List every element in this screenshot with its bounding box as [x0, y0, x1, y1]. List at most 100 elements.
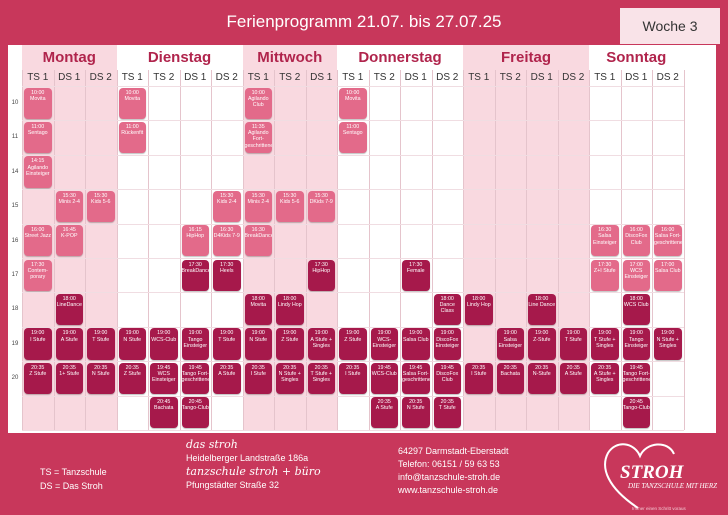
- event-time: 18:00: [535, 295, 549, 302]
- event-name: T Stufe + Singles: [310, 370, 333, 384]
- event: 20:35 N Stufe: [402, 397, 430, 429]
- event: 19:00 N Stufe + Singles: [654, 328, 682, 360]
- event-name: N Stufe + Singles: [278, 370, 301, 384]
- event: 20:35 A Stufe: [370, 397, 398, 429]
- event: 11:00 Sentago: [339, 121, 367, 154]
- event-name: 1+ Stufe: [59, 370, 80, 377]
- event: 16:00 Salsa Fort-geschrittene: [654, 225, 682, 257]
- event-name: Minis 2-4: [58, 198, 81, 205]
- column-label: DS 2: [89, 72, 112, 83]
- column-divider: [53, 70, 55, 430]
- contact-line: info@tanzschule-stroh.de: [398, 472, 501, 482]
- column-divider: [116, 70, 118, 430]
- column-divider: [337, 70, 338, 430]
- logo: STROH DIE TANZSCHULE MIT HERZ Immer eine…: [604, 443, 717, 511]
- event: 18:00 Lindy Hop: [276, 293, 304, 326]
- event: 19:00 A Stufe + Singles: [307, 328, 335, 360]
- event: 11:00 Rückenfit: [118, 121, 146, 154]
- event-name: A Stufe: [564, 370, 582, 377]
- event: 17:30 HipHop: [307, 259, 335, 291]
- event-name: Bachata: [154, 405, 174, 412]
- event: 19:00 I Stufe: [24, 328, 52, 360]
- event-time: 17:30: [409, 261, 423, 268]
- event-name: Bachata: [500, 370, 520, 377]
- event: 10:00 Movita: [118, 87, 146, 119]
- event: 16:30 D4Kids 7-9: [213, 225, 241, 257]
- event: 20:35 1+ Stufe: [55, 362, 83, 395]
- event: 19:00 WCS-Club: [150, 328, 178, 360]
- column-divider: [652, 70, 653, 430]
- event: 15:30 Kids 2-4: [213, 190, 241, 223]
- event: 11:00 Sentago: [24, 121, 52, 154]
- schedule-grid: 10 11 14 15 16 17 18 19 20 Montag TS 1 10:00 Movita 1…: [8, 45, 716, 433]
- legend-ts: TS = Tanzschule: [40, 467, 107, 477]
- event-time: 19:00: [314, 330, 328, 337]
- event-name: Line Dance: [528, 302, 556, 309]
- column-label: DS 2: [656, 72, 679, 83]
- column-label: TS 1: [27, 72, 49, 83]
- event-time: 20:35: [62, 364, 76, 371]
- event: 19:45 Tango Fort-geschrittene: [622, 362, 650, 395]
- event: 20:35 A Stufe: [559, 362, 587, 395]
- contact-line: 64297 Darmstadt-Eberstadt: [398, 446, 509, 456]
- event-time: 19:00: [62, 330, 76, 337]
- column-divider: [683, 70, 685, 430]
- event-name: N Stufe + Singles: [656, 336, 679, 349]
- column-label: TS 1: [121, 72, 143, 83]
- contact-line: www.tanzschule-stroh.de: [398, 485, 499, 495]
- event: 17:30 Contem-porary: [24, 259, 52, 291]
- event-time: 20:35: [251, 364, 265, 371]
- event-time: 18:00: [62, 295, 76, 302]
- column-divider: [494, 70, 496, 430]
- event-time: 20:35: [440, 399, 454, 406]
- event: 15:30 Kids 5-6: [276, 190, 304, 223]
- row-divider: [22, 154, 684, 156]
- event-time: 20:35: [409, 399, 423, 406]
- event-time: 10:00: [251, 89, 265, 96]
- event: 17:30 Z+I Stufe: [591, 259, 619, 291]
- event-name: Z Stufe: [29, 370, 47, 377]
- event-name: T Stufe: [564, 336, 582, 343]
- event: 18:00 WCS Club: [622, 293, 650, 326]
- column-label: DS 1: [625, 72, 648, 83]
- day-name: Donnerstag: [358, 49, 442, 66]
- column-label: DS 1: [404, 72, 427, 83]
- event-time: 20:35: [125, 364, 139, 371]
- event-time: 17:30: [220, 261, 234, 268]
- event-time: 19:00: [566, 330, 580, 337]
- event-time: 20:35: [314, 364, 328, 371]
- column-label: DS 2: [215, 72, 238, 83]
- event-time: 19:00: [535, 330, 549, 337]
- column-divider: [242, 70, 244, 430]
- event-name: Tango Einsteiger: [624, 336, 649, 349]
- event-name: Z Stufe: [281, 336, 299, 343]
- event-time: 10:00: [346, 89, 360, 96]
- event: 20:45 Tango-Club: [181, 397, 209, 429]
- event-name: Salsa Fort-geschrittene: [402, 370, 430, 384]
- column-label: TS 1: [594, 72, 616, 83]
- event: 20:35 I Stufe: [465, 362, 493, 395]
- column-divider: [589, 70, 590, 430]
- row-divider: [22, 430, 684, 431]
- event-time: 15:30: [94, 192, 108, 199]
- event-name: DiscoFox Club: [436, 370, 459, 384]
- column-label: TS 1: [468, 72, 490, 83]
- event-name: Movita: [29, 95, 46, 102]
- column-divider: [620, 70, 622, 430]
- event: 20:35 T Stufe: [433, 397, 461, 429]
- event-time: 20:35: [94, 364, 108, 371]
- event-name: Salsa Fort-geschrittene: [654, 233, 682, 246]
- event: 20:35 A Stufe: [213, 362, 241, 395]
- contact-line: Telefon: 06151 / 59 63 53: [398, 459, 500, 469]
- event-time: 17:30: [598, 261, 612, 268]
- event-time: 20:35: [598, 364, 612, 371]
- event: 15:30 DKids 7-9: [307, 190, 335, 223]
- event: 16:00 DiscoFox Club: [622, 225, 650, 257]
- event: 15:30 Minis 2-4: [55, 190, 83, 223]
- event: 16:15 HipHop: [181, 225, 209, 257]
- event: 15:30 Kids 5-6: [87, 190, 115, 223]
- event: 16:45 K-POP: [55, 225, 83, 257]
- column-label: DS 2: [436, 72, 459, 83]
- event: 19:00 Tango Einsteiger: [622, 328, 650, 360]
- event-name: Tango Fort-geschrittene: [181, 370, 210, 384]
